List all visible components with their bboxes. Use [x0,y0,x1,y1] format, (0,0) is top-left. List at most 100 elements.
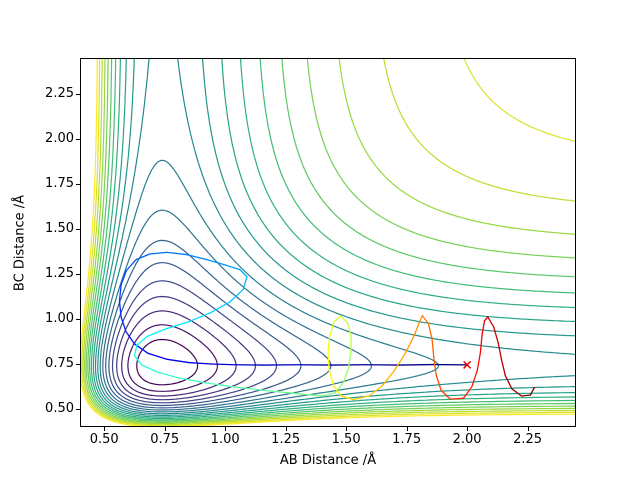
trajectory-segment [368,384,384,397]
trajectory-segment [135,253,151,261]
contour-line [111,280,278,404]
trajectory-segment [147,352,168,360]
contour-plot [80,58,576,427]
y-tick-mark [76,94,80,95]
trajectory-segment [188,361,212,365]
trajectory-segment [229,288,244,303]
trajectory-segment [520,394,532,397]
trajectory-segment [352,395,370,401]
x-tick-label: 2.00 [452,432,482,447]
trajectory-segment [398,363,434,366]
trajectory-segment [156,371,180,379]
x-tick-label: 2.25 [513,432,543,447]
trajectory-segment [120,316,127,333]
contour-line [90,58,576,420]
y-tick-mark [76,184,80,185]
contour-line [136,338,199,386]
contour-line [80,58,576,427]
trajectory-segment [185,253,208,261]
trajectory-segment [340,315,349,324]
x-tick-label: 0.50 [89,432,119,447]
y-tick-mark [76,409,80,410]
trajectory-segment [327,352,330,371]
trajectory-segment [433,356,437,376]
trajectory-segment [479,333,483,353]
trajectory-segment [404,335,415,354]
trajectory-segment [234,386,267,392]
x-tick-label: 1.75 [392,432,422,447]
x-tick-mark [406,427,408,431]
trajectory-segment [333,315,342,323]
trajectory-segment [529,386,536,396]
trajectory-segment [149,251,168,255]
contour-line [89,58,576,421]
trajectory-segment [329,321,335,337]
x-tick-mark [285,427,287,431]
trajectory-segment [487,316,495,328]
y-tick-label: 2.25 [45,86,74,101]
y-tick-label: 1.00 [45,311,74,326]
x-tick-mark [104,427,106,431]
trajectory-segment [206,258,226,266]
trajectory-segment [431,338,435,358]
contour-line [82,58,576,426]
trajectory-segment [242,276,248,290]
trajectory-segment [393,352,407,371]
trajectory-segment [340,395,355,401]
x-tick-mark [164,427,166,431]
trajectory-segment [332,384,342,397]
contour-line [84,58,576,425]
trajectory-segment [141,364,159,373]
trajectory-segment [210,363,236,366]
trajectory-segment [334,381,345,394]
trajectory-segment [125,258,137,272]
trajectory-segment [476,351,482,371]
trajectory-segment [165,321,190,330]
trajectory-segment [166,358,190,364]
trajectory-segment [125,330,136,345]
trajectory-segment [118,300,122,318]
y-tick-mark [76,364,80,365]
trajectory-segment [381,369,396,387]
y-tick-mark [76,274,80,275]
trajectory-segment [483,316,489,322]
trajectory-segment [418,315,424,324]
x-tick-mark [527,427,529,431]
contour-line [102,209,372,411]
trajectory-segment [493,326,499,344]
y-tick-label: 1.75 [45,176,74,191]
x-tick-label: 1.50 [331,432,361,447]
x-tick-mark [467,427,469,431]
trajectory-segment [504,375,513,390]
trajectory-segment [224,264,241,271]
trajectory-segment [147,328,167,337]
trajectory-segment [321,392,336,397]
contour-line [97,58,576,415]
trajectory-segment [481,320,486,335]
trajectory-segment [471,369,478,388]
contour-line [116,295,256,401]
contour-line [105,239,332,409]
trajectory-segment [210,301,231,314]
contour-line [87,58,576,422]
trajectory-segment [347,350,352,369]
y-tick-label: 0.50 [45,401,74,416]
x-tick-mark [346,427,348,431]
trajectory-segment [133,355,143,366]
y-tick-label: 0.75 [45,356,74,371]
contour-line [85,58,576,423]
y-tick-label: 1.25 [45,266,74,281]
y-tick-mark [76,139,80,140]
trajectory-segment [120,269,128,286]
trajectory-segment [435,374,442,391]
trajectory-segment [497,341,503,361]
contour-line [81,58,576,427]
trajectory-segment [421,315,430,325]
contour-line [108,262,302,407]
trajectory-segment [449,397,465,400]
trajectory-segment [427,322,433,340]
y-tick-label: 1.50 [45,221,74,236]
trajectory-segment [297,393,323,397]
trajectory-segment [265,389,299,395]
